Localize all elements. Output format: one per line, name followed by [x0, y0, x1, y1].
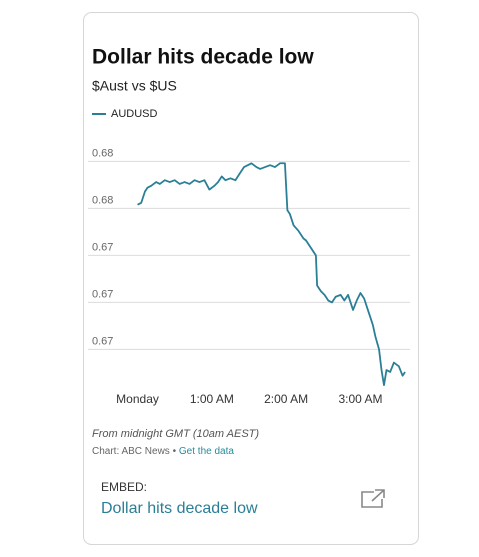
get-data-link[interactable]: Get the data [179, 446, 234, 457]
x-tick-label: 2:00 AM [264, 392, 308, 406]
y-tick-label: 0.67 [92, 288, 113, 300]
icon-arrow [371, 489, 385, 502]
external-icon[interactable] [361, 489, 385, 508]
icon-box [361, 491, 383, 508]
note: From midnight GMT (10am AEST) [92, 428, 259, 440]
x-tick-label: Monday [116, 392, 159, 406]
chart-title: Dollar hits decade low [92, 46, 314, 69]
source-text: Chart: ABC News [92, 446, 170, 457]
data-line [137, 162, 406, 387]
card [83, 12, 419, 545]
source: Chart: ABC News • Get the data [92, 446, 234, 457]
legend-label: AUDUSD [111, 108, 158, 120]
embed-title[interactable]: Dollar hits decade low [101, 500, 258, 517]
chart-subtitle: $Aust vs $US [92, 78, 177, 94]
embed-label: EMBED: [101, 480, 147, 494]
x-tick-label: 1:00 AM [190, 392, 234, 406]
separator: • [173, 446, 177, 457]
y-tick-label: 0.68 [92, 194, 113, 206]
y-tick-label: 0.68 [92, 147, 113, 159]
x-tick-label: 3:00 AM [338, 392, 382, 406]
y-tick-label: 0.67 [92, 335, 113, 347]
y-tick-label: 0.67 [92, 241, 113, 253]
